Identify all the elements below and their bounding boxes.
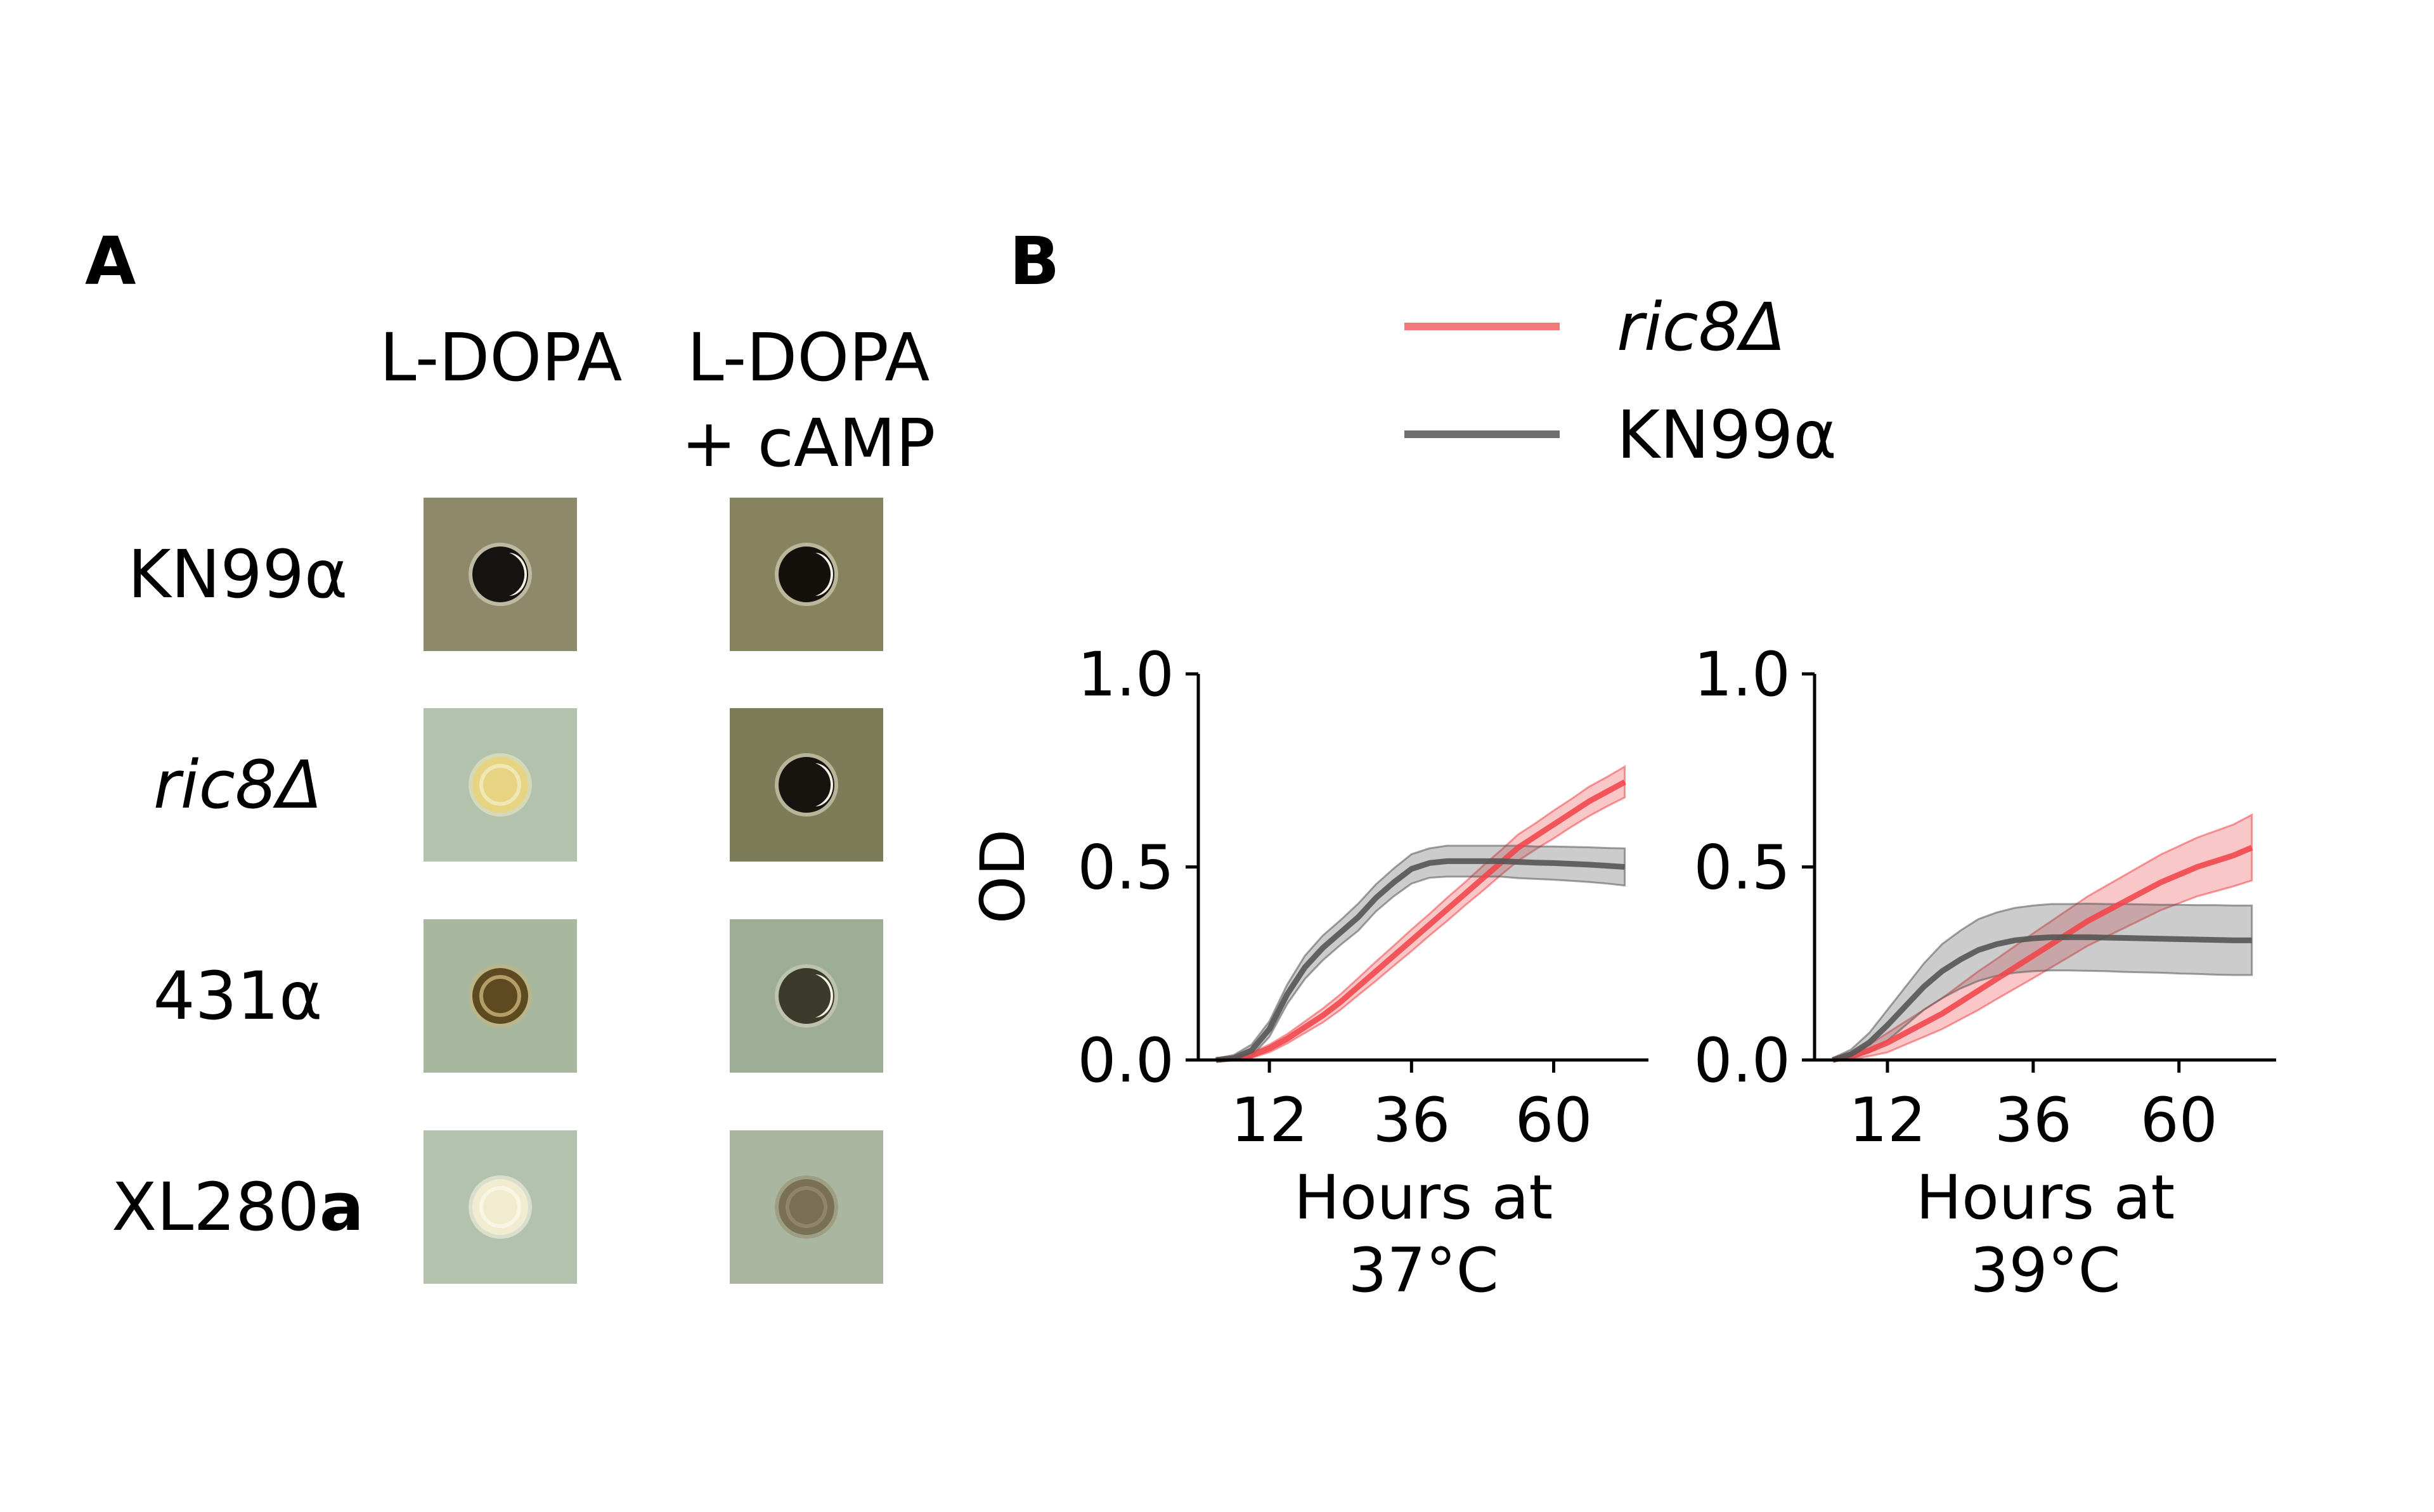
spot-colony [779,757,834,813]
spot-colony [779,546,834,602]
series-line-kn99 [1215,858,1625,1063]
legend: ric8Δ KN99α [1404,288,1837,474]
y-axis-label: OD [968,829,1039,924]
y-tick-label: 0.5 [1693,832,1790,903]
x-tick-label: 36 [1373,1085,1450,1156]
x-tick-label: 12 [1231,1085,1308,1156]
x-tick-label: 60 [1515,1085,1592,1156]
panel-a-label: A [85,223,136,300]
panel-b-label: B [1009,223,1059,300]
colony-spot-r3-c1 [730,1130,883,1284]
column-header-ldopa: L-DOPA [380,319,623,396]
strain-name: ric8Δ [153,746,322,824]
x-tick-label: 12 [1849,1085,1926,1156]
y-tick-label: 0.0 [1693,1025,1790,1096]
colony-spot-r0-c0 [424,498,577,651]
colony-spot-r1-c1 [730,708,883,862]
strain-name: KN99α [128,536,348,613]
spot-rim [479,975,521,1017]
x-tick-label: 60 [2140,1085,2218,1156]
colony-spot-r2-c1 [730,919,883,1073]
y-tick-label: 1.0 [1077,639,1174,710]
colony-spot-r3-c0 [424,1130,577,1284]
ci-band-ric8 [1215,765,1626,1061]
x-axis-label: Hours at [1916,1162,2175,1233]
colony-spot-r0-c1 [730,498,883,651]
strain-label-3: XL280a [112,1168,364,1246]
series-line-kn99 [1832,934,2252,1063]
legend-label-kn99: KN99α [1617,396,1837,474]
spot-highlight [815,553,833,596]
spot-colony [472,546,528,602]
spot-highlight [815,974,833,1018]
strain-name: XL280 [112,1168,320,1246]
x-axis-label-temperature: 39°C [1970,1235,2120,1306]
colony-spot-r2-c0 [424,919,577,1073]
spot-rim [479,764,521,806]
spot-rim [786,1186,827,1228]
column-header-ldopa-camp-line2: + cAMP [682,404,936,482]
strain-name: 431α [153,957,322,1035]
strain-labels: KN99α ric8Δ 431α XL280a [112,536,364,1246]
spot-rim [479,1186,521,1228]
ci-band-kn99 [1832,902,2253,1061]
series-line-ric8 [1215,779,1626,1063]
series-line-ric8 [1832,844,2253,1063]
mating-type-suffix: a [320,1168,364,1246]
y-tick-label: 1.0 [1693,639,1790,710]
strain-label-2: 431α [153,957,322,1035]
legend-label-ric8: ric8Δ [1617,288,1785,366]
spot-highlight [509,553,527,596]
x-axis-label-temperature: 37°C [1348,1235,1498,1306]
y-tick-label: 0.0 [1077,1025,1174,1096]
spot-highlight [815,763,833,806]
strain-label-1: ric8Δ [153,746,322,824]
x-axis-label: Hours at [1294,1162,1553,1233]
spot-colony [779,968,834,1024]
spot-grid [424,498,883,1284]
x-tick-label: 36 [1995,1085,2072,1156]
strain-label-0: KN99α [128,536,348,613]
y-tick-label: 0.5 [1077,832,1174,903]
colony-spot-r1-c0 [424,708,577,862]
column-header-ldopa-camp-line1: L-DOPA [687,319,930,396]
